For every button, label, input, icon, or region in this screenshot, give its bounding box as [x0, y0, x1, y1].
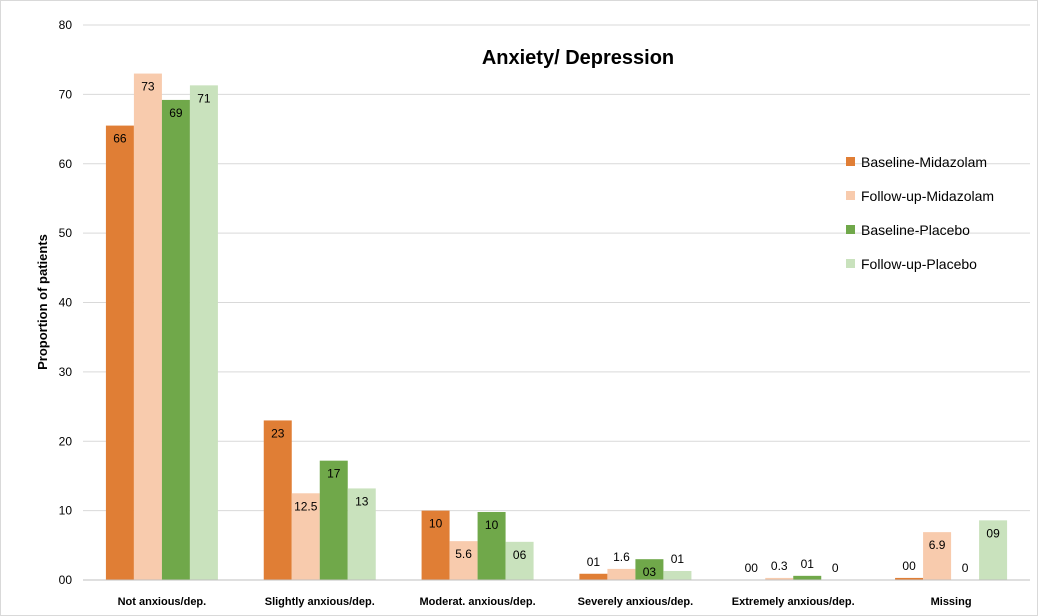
x-axis-ticks: Not anxious/dep. Slightly anxious/dep. Mod…: [118, 596, 972, 608]
bar: [663, 570, 692, 580]
bar: [133, 73, 162, 580]
bar: [189, 85, 218, 580]
legend-swatch: [846, 191, 855, 200]
bar-data-label: 01: [801, 557, 815, 571]
bar-data-label: 00: [745, 561, 759, 575]
bar-data-label: 0.3: [771, 559, 788, 573]
bar: [607, 568, 636, 580]
y-tick-label: 10: [59, 504, 73, 518]
x-tick-label: Severely anxious/dep.: [578, 596, 694, 608]
y-tick-label: 30: [59, 365, 73, 379]
bar: [635, 559, 664, 580]
y-tick-label: 50: [59, 226, 73, 240]
bar: [347, 488, 376, 580]
bar-data-label: 12.5: [294, 499, 318, 513]
bar: [449, 541, 478, 580]
y-tick-label: 70: [59, 87, 73, 101]
bar: [421, 510, 450, 580]
bar-data-label: 73: [141, 80, 155, 94]
bar: [765, 577, 794, 580]
bar: [161, 99, 190, 581]
bar-data-label: 6.9: [929, 538, 946, 552]
legend-label: Follow-up-Placebo: [861, 256, 977, 272]
bar-data-label: 71: [197, 91, 211, 105]
bar-data-label: 06: [513, 548, 527, 562]
y-tick-label: 60: [59, 157, 73, 171]
bar: [895, 577, 924, 580]
bar: [291, 493, 320, 580]
bar-data-label: 0: [962, 561, 969, 575]
bar: [105, 125, 134, 580]
bars: [105, 73, 1008, 581]
bar-data-label: 17: [327, 467, 341, 481]
bar: [923, 532, 952, 580]
bar: [793, 575, 822, 580]
legend-swatch: [846, 225, 855, 234]
y-tick-label: 00: [59, 573, 73, 587]
bar-data-label: 10: [429, 517, 443, 531]
gridlines: [83, 24, 1030, 512]
bar-data-label: 23: [271, 426, 285, 440]
bar-data-label: 01: [587, 555, 601, 569]
legend-label: Follow-up-Midazolam: [861, 188, 994, 204]
bar-data-label: 5.6: [455, 547, 472, 561]
bar-data-label: 00: [902, 559, 916, 573]
legend-swatch: [846, 157, 855, 166]
bar-data-label: 01: [671, 552, 685, 566]
bar-data-label: 10: [485, 518, 499, 532]
bar-data-label: 13: [355, 494, 369, 508]
bar: [477, 512, 506, 580]
bar: [579, 573, 608, 580]
bar-data-label: 09: [986, 526, 1000, 540]
x-tick-label: Moderat. anxious/dep.: [420, 596, 536, 608]
x-tick-label: Not anxious/dep.: [118, 596, 207, 608]
y-axis-label: Proportion of patients: [35, 234, 50, 370]
bar-data-label: 69: [169, 106, 183, 120]
chart-title: Anxiety/ Depression: [482, 47, 674, 69]
bar: [319, 460, 348, 580]
legend-label: Baseline-Placebo: [861, 222, 970, 238]
bar: [263, 420, 292, 580]
bar-data-label: 0: [832, 561, 839, 575]
y-tick-label: 80: [59, 18, 73, 32]
bar-data-label: 66: [113, 132, 127, 146]
legend-swatch: [846, 259, 855, 268]
y-axis-ticks: 00 10 20 30 40 50 60 70 80: [59, 18, 73, 587]
x-tick-label: Missing: [931, 596, 972, 608]
bar-data-label: 1.6: [613, 550, 630, 564]
legend-label: Baseline-Midazolam: [861, 154, 987, 170]
y-tick-label: 40: [59, 296, 73, 310]
bar: [505, 541, 534, 580]
bar-data-label: 03: [643, 565, 657, 579]
bar: [979, 520, 1008, 580]
x-tick-label: Extremely anxious/dep.: [732, 596, 855, 608]
legend: Baseline-Midazolam Follow-up-Midazolam Bas…: [846, 154, 994, 272]
x-tick-label: Slightly anxious/dep.: [265, 596, 375, 608]
y-tick-label: 20: [59, 434, 73, 448]
